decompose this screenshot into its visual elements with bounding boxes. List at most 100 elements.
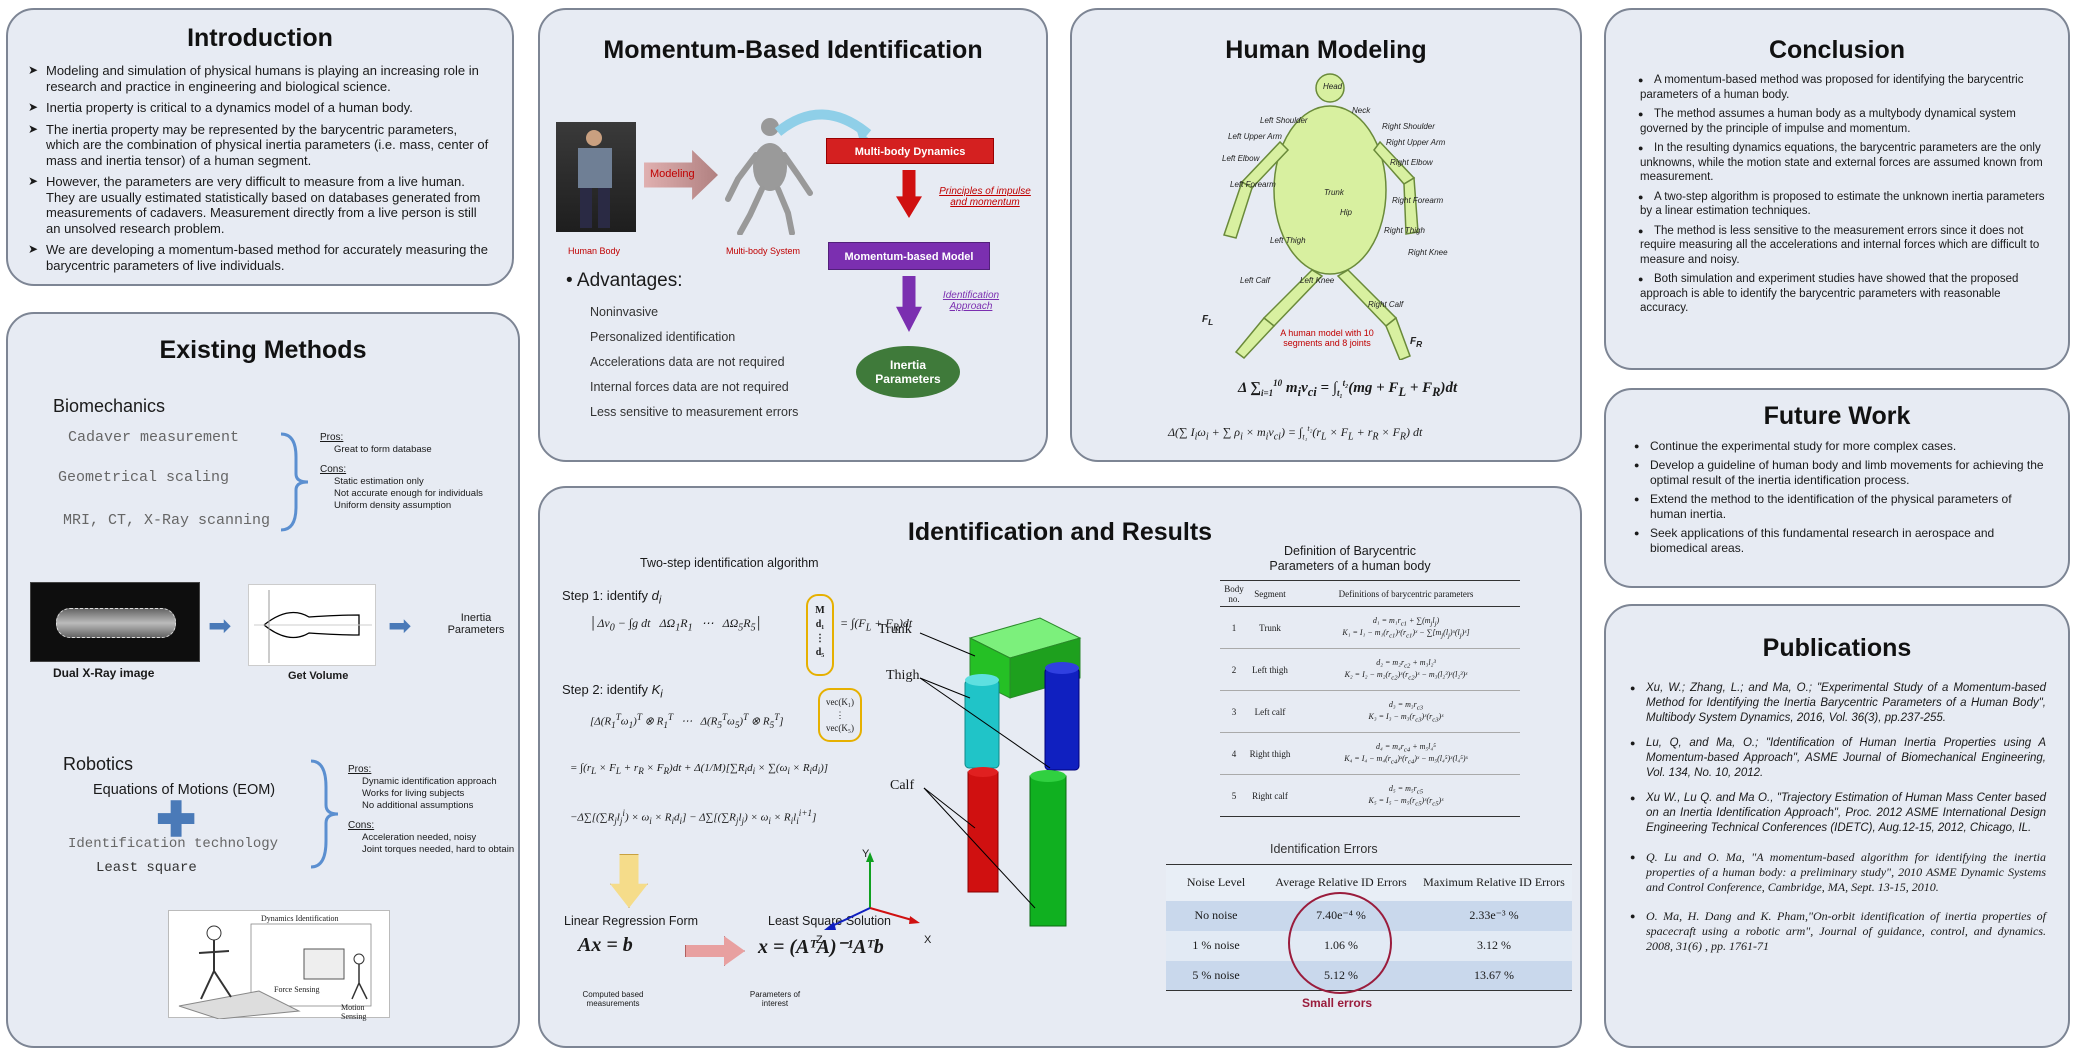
conclusion-bullet: In the resulting dynamics equations, the…: [1624, 141, 2050, 185]
table-cell: 13.67 %: [1474, 967, 1514, 982]
bio-method: Geometrical scaling: [58, 469, 230, 486]
algorithm-title: Two-step identification algorithm: [640, 556, 819, 570]
publications-panel: Publications Xu, W.; Zhang, L.; and Ma, …: [1604, 604, 2070, 1048]
definition-formula: d₁ = m₁rc1 + ∑(mjlj) K₁ = I₁ − m₁(rc1)ˣ(r…: [1342, 615, 1470, 640]
computed-note: Computed based measurements: [582, 990, 644, 1008]
advantage-item: Less sensitive to measurement errors: [590, 405, 799, 419]
cons-item: Static estimation only: [334, 476, 424, 487]
axes-icon: [824, 852, 920, 930]
momentum-title: Momentum-Based Identification: [603, 36, 983, 64]
definition-header-cell: Segment: [1254, 588, 1286, 599]
label-left-upper-arm: Left Upper Arm: [1228, 132, 1282, 141]
human-body-label: Human Body: [568, 246, 621, 256]
inertia-parameters-ellipse: Inertia Parameters: [856, 346, 960, 398]
label-left-calf: Left Calf: [1240, 276, 1270, 285]
least-square-equation: x = (AᵀA)⁻¹Aᵀb: [758, 936, 884, 958]
conclusion-list: A momentum-based method was proposed for…: [1624, 73, 2050, 316]
definition-formula: d₄ = m₄rc4 + m₅l₄⁵ K₄ = I₄ − m₄(rc4)ˣ(rc4…: [1344, 741, 1468, 766]
least-square-label: Least Square Solution: [768, 914, 892, 928]
label-right-knee: Right Knee: [1408, 248, 1448, 257]
brace-icon: [280, 432, 309, 532]
axis-x-label: X: [924, 934, 932, 946]
identification-approach-label: Identification Approach: [942, 290, 1000, 312]
identification-technology-label: Identification technology: [68, 836, 279, 852]
cons-label: Cons:: [348, 820, 375, 831]
definition-header-cell: Definitions of barycentric parameters: [1338, 588, 1474, 599]
human-labels: Head Neck Left Shoulder Right Shoulder L…: [1072, 10, 1580, 460]
cons-item: Not accurate enough for individuals: [334, 488, 483, 499]
axis-y-label: Y: [862, 848, 870, 860]
label-left-knee: Left Knee: [1300, 276, 1335, 285]
table-cell: 1 % noise: [1192, 938, 1240, 952]
conclusion-panel: Conclusion A momentum-based method was p…: [1604, 8, 2070, 370]
modeling-label: Modeling: [650, 168, 695, 180]
human-model-caption: A human model with 10 segments and 8 joi…: [1280, 328, 1374, 348]
step1-text: Step 1: identify: [562, 588, 648, 603]
momentum-panel: Momentum-Based Identification Human Body…: [538, 8, 1048, 462]
linear-regression-label: Linear Regression Form: [564, 914, 699, 928]
introduction-list: Modeling and simulation of physical huma…: [28, 63, 490, 273]
small-errors-label: Small errors: [1302, 996, 1373, 1010]
table-cell: No noise: [1194, 908, 1238, 922]
future-bullet: Develop a guideline of human body and li…: [1634, 458, 2050, 488]
axis-z-label: Z: [816, 934, 823, 946]
future-work-list: Continue the experimental study for more…: [1634, 439, 2050, 556]
table-cell: 3: [1231, 706, 1237, 717]
publication-item: O. Ma, H. Dang and K. Pham,"On-orbit ide…: [1630, 909, 2046, 954]
table-cell: 5: [1231, 790, 1237, 801]
robotics-heading: Robotics: [63, 754, 134, 774]
table-cell: Right calf: [1252, 790, 1288, 801]
advantages-title: • Advantages:: [566, 270, 683, 292]
pros-label: Pros:: [348, 764, 372, 775]
pros-item: Works for living subjects: [362, 788, 465, 799]
fig-label: Motion Sensing: [341, 1003, 367, 1021]
label-right-upper-arm: Right Upper Arm: [1386, 138, 1446, 147]
existing-methods-title: Existing Methods: [159, 336, 367, 364]
future-work-panel: Future Work Continue the experimental st…: [1604, 388, 2070, 588]
conclusion-bullet: A two-step algorithm is proposed to esti…: [1624, 190, 2050, 219]
advantage-item: Internal forces data are not required: [590, 380, 789, 394]
advantage-item: Personalized identification: [590, 330, 736, 344]
small-errors-ellipse: [1288, 892, 1392, 994]
future-bullet: Seek applications of this fundamental re…: [1634, 526, 2050, 556]
arrow-right-icon: ➡: [208, 610, 232, 641]
label-right-forearm: Right Forearm: [1392, 196, 1444, 205]
momentum-model-box: Momentum-based Model: [828, 242, 990, 270]
publication-item: Xu W., Lu Q. and Ma O., "Trajectory Esti…: [1630, 791, 2046, 836]
advantage-item: Accelerations data are not required: [590, 355, 785, 369]
step1-rhs: = ∫(FL + FR)dt: [840, 616, 913, 634]
intro-bullet: Inertia property is critical to a dynami…: [28, 100, 490, 116]
conclusion-bullet: The method is less sensitive to the meas…: [1624, 224, 2050, 268]
bio-method: MRI, CT, X-Ray scanning: [63, 512, 271, 529]
pros-label: Pros:: [320, 432, 344, 443]
table-cell: 2: [1231, 664, 1237, 675]
intro-bullet: However, the parameters are very difficu…: [28, 174, 490, 236]
human-model-figure: [1223, 73, 1419, 360]
introduction-title: Introduction: [187, 24, 333, 52]
least-square-label: Least square: [96, 860, 197, 876]
table-row: 5 Right calf d₅ = m₅rc5 K₅ = I₅ − m₅(rc5)ˣ(…: [1220, 775, 1520, 817]
principles-label: Principles of impulse and momentum: [939, 186, 1031, 208]
table-row: 3 Left calf d₃ = m₃rc3 K₃ = I₃ − m₃(rc3)ˣ(r…: [1220, 691, 1520, 733]
dynamics-identification-figure: Dynamics Identification Force Sensing Mo…: [168, 910, 390, 1021]
error-header-cell: Maximum Relative ID Errors: [1423, 875, 1565, 890]
publication-item: Lu, Q, and Ma, O.; "Identification of Hu…: [1630, 736, 2046, 781]
results-panel: Identification and Results Two-step iden…: [538, 486, 1582, 1048]
definition-formula: d₂ = m₂rc2 + m₃l₂³ K₂ = I₂ − m₂(rc2)ˣ(rc2…: [1344, 657, 1468, 682]
table-row: 2 Left thigh d₂ = m₂rc2 + m₃l₂³ K₂ = I₂ − m…: [1220, 649, 1520, 691]
brace-icon: [310, 759, 339, 869]
definition-header-cell: Body no.: [1224, 583, 1244, 604]
linear-equation: Ax = b: [578, 934, 633, 956]
model-label-calf: Calf: [890, 778, 915, 793]
cons-item: Acceleration needed, noisy: [362, 832, 477, 843]
intro-bullet: Modeling and simulation of physical huma…: [28, 63, 490, 94]
label-right-calf: Right Calf: [1368, 300, 1404, 309]
plus-icon: ✚: [156, 794, 197, 847]
table-cell: 1: [1231, 622, 1237, 633]
conclusion-bullet: Both simulation and experiment studies h…: [1624, 272, 2050, 316]
table-cell: 2.33e⁻³ %: [1469, 908, 1519, 922]
future-bullet: Extend the method to the identification …: [1634, 492, 2050, 522]
rob-pros-box: Pros: Dynamic identification approach Wo…: [348, 764, 518, 856]
step2-text: Step 2: identify: [562, 682, 648, 697]
